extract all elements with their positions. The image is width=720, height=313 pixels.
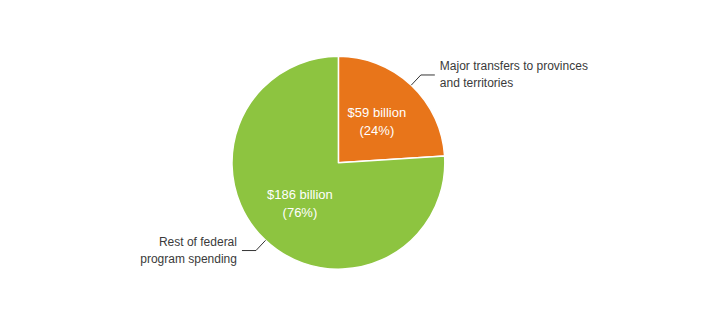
svg-text:program spending: program spending: [140, 252, 237, 266]
svg-text:and territories: and territories: [440, 76, 513, 90]
svg-text:$59 billion: $59 billion: [348, 105, 407, 120]
svg-text:Rest of federal: Rest of federal: [159, 235, 237, 249]
svg-text:(76%): (76%): [283, 205, 318, 220]
svg-text:$186 billion: $186 billion: [267, 187, 333, 202]
svg-text:(24%): (24%): [360, 123, 395, 138]
svg-text:Major transfers to provinces: Major transfers to provinces: [440, 59, 588, 73]
